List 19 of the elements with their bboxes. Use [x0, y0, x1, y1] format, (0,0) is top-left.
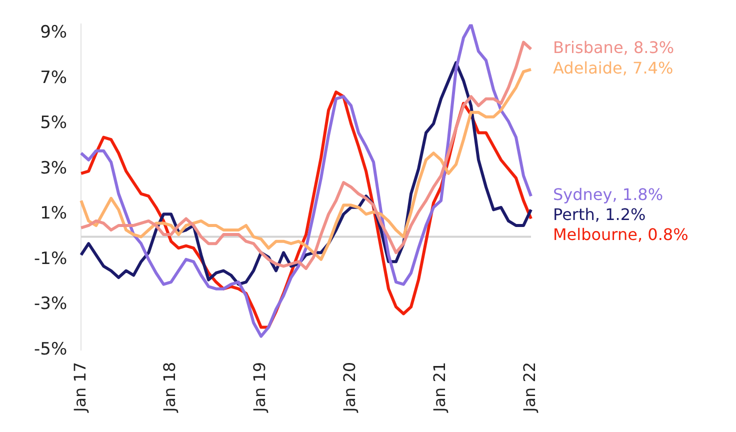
y-tick-label: 9%: [40, 22, 68, 43]
x-tick-label: Jan 18: [160, 362, 180, 413]
series-label: Melbourne, 0.8%: [553, 225, 688, 244]
series-label: Adelaide, 7.4%: [553, 58, 674, 78]
series-label: Sydney, 1.8%: [553, 185, 664, 204]
y-tick-label: -3%: [34, 294, 68, 314]
y-tick-label: 3%: [40, 158, 68, 178]
series-label: Perth, 1.2%: [553, 205, 646, 224]
y-tick-label: 1%: [40, 204, 68, 224]
y-tick-label: -5%: [34, 339, 68, 360]
x-tick-label: Jan 22: [520, 362, 540, 413]
x-tick-label: Jan 20: [340, 362, 360, 413]
y-tick-label: 5%: [40, 113, 68, 134]
x-tick-label: Jan 21: [430, 362, 450, 413]
y-tick-label: 7%: [40, 68, 68, 88]
x-tick-label: Jan 19: [250, 362, 270, 413]
series-label: Brisbane, 8.3%: [553, 38, 674, 58]
y-tick-label: -1%: [34, 248, 68, 269]
x-tick-label: Jan 17: [70, 362, 90, 413]
